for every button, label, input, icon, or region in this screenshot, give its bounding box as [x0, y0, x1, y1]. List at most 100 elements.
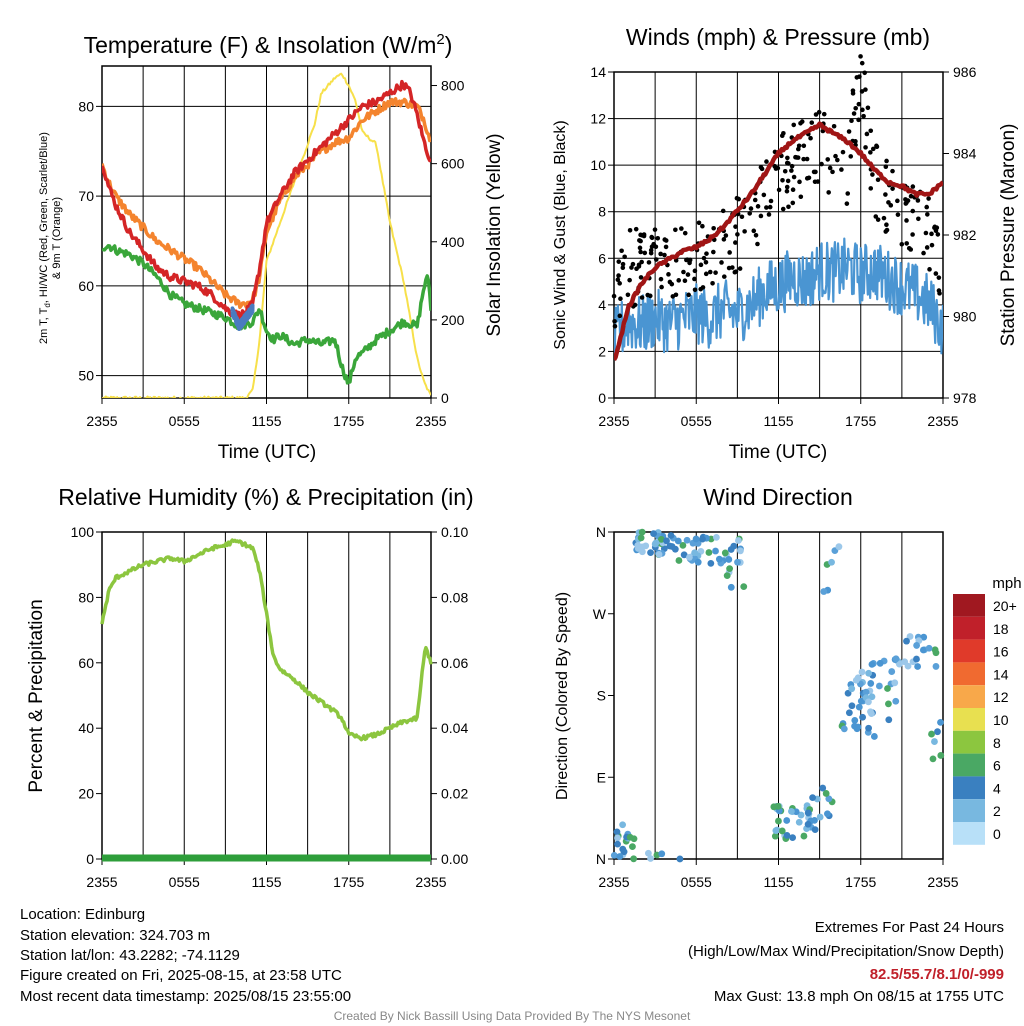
- humidity-precip-panel: Relative Humidity (%) & Precipitation (i…: [26, 484, 474, 890]
- direction-point: [634, 545, 642, 552]
- direction-point: [867, 680, 875, 687]
- direction-point: [616, 853, 624, 860]
- y2-tick-label: 984: [953, 146, 977, 162]
- direction-point: [655, 551, 663, 558]
- gust-point: [692, 276, 697, 282]
- gust-point: [759, 166, 765, 172]
- direction-point: [811, 826, 819, 834]
- direction-point: [934, 728, 941, 736]
- y2-tick-label: 0.10: [441, 524, 468, 540]
- gust-point: [667, 279, 673, 285]
- direction-point: [770, 803, 778, 811]
- direction-point: [865, 669, 873, 677]
- x-tick-label: 1755: [333, 413, 364, 429]
- gust-point: [785, 155, 790, 161]
- y2-tick-label: 982: [953, 227, 977, 243]
- gust-point: [848, 154, 854, 159]
- gust-point: [752, 197, 758, 203]
- winds-pressure-panel: Winds (mph) & Pressure (mb) Sonic Wind &…: [552, 24, 1019, 463]
- direction-point: [892, 655, 900, 663]
- gust-point: [883, 192, 888, 197]
- y-tick-label: 10: [590, 157, 606, 173]
- gust-point: [890, 168, 895, 174]
- gust-point: [821, 111, 827, 117]
- y-tick-label: 100: [71, 524, 95, 540]
- temperature-right-axis-label: Solar Insolation (Yellow): [484, 133, 505, 336]
- direction-point: [727, 583, 735, 591]
- legend-swatch: [953, 753, 985, 777]
- direction-point: [657, 535, 665, 543]
- gust-point: [719, 260, 724, 265]
- gust-point: [632, 302, 638, 308]
- direction-point: [740, 583, 748, 590]
- extremes-values: 82.5/55.7/8.1/0/-999: [869, 966, 1004, 983]
- y-tick-label: 60: [78, 655, 94, 671]
- winds-panel-title: Winds (mph) & Pressure (mb): [626, 24, 930, 50]
- direction-point: [848, 702, 856, 710]
- gust-point: [721, 237, 727, 242]
- direction-point: [804, 820, 812, 828]
- gust-point: [797, 179, 802, 185]
- direction-point: [844, 689, 852, 697]
- direction-point: [712, 547, 719, 555]
- direction-point: [630, 855, 638, 863]
- gust-point: [868, 186, 874, 191]
- gust-point: [710, 280, 715, 286]
- direction-point: [783, 832, 791, 839]
- direction-point: [629, 843, 636, 851]
- gust-point: [733, 240, 738, 245]
- legend-label: 10: [993, 712, 1009, 728]
- y-tick-label: 70: [78, 188, 94, 204]
- direction-point: [707, 560, 715, 567]
- direction-point: [932, 649, 940, 657]
- direction-point: [809, 794, 816, 802]
- gust-point: [795, 155, 801, 160]
- direction-point: [903, 637, 910, 645]
- direction-point: [804, 809, 812, 817]
- direction-point: [824, 810, 831, 818]
- direction-point: [614, 834, 621, 842]
- direction-point: [925, 644, 933, 652]
- direction-point: [875, 682, 883, 690]
- direction-point: [840, 725, 848, 733]
- direction-point: [613, 828, 621, 836]
- gust-point: [711, 225, 716, 231]
- gust-point: [732, 269, 738, 275]
- direction-point: [867, 708, 874, 716]
- gust-point: [789, 163, 795, 169]
- gust-point: [910, 232, 915, 237]
- extremes-gust: Max Gust: 13.8 mph On 08/15 at 1755 UTC: [713, 988, 1004, 1005]
- svg-text:& 9m T (Orange): & 9m T (Orange): [51, 197, 63, 279]
- direction-point: [835, 543, 843, 551]
- gust-point: [790, 187, 796, 193]
- gust-point: [844, 201, 850, 206]
- gust-point: [692, 268, 698, 274]
- direction-point: [928, 730, 935, 738]
- gust-point: [863, 145, 868, 150]
- gust-point: [804, 156, 810, 162]
- gust-point: [895, 212, 901, 217]
- gust-point: [616, 259, 622, 264]
- y-tick-label: 4: [598, 297, 606, 313]
- gust-point: [630, 261, 636, 267]
- gust-point: [884, 158, 889, 164]
- temperature-left-axis-label: 2m T, Td, HI/WC (Red, Green, Scarlet/Blu…: [38, 132, 63, 344]
- y-tick-label: N: [596, 524, 606, 540]
- gust-point: [617, 281, 622, 286]
- direction-point: [825, 795, 833, 803]
- gust-point: [858, 54, 863, 59]
- legend-label: 2: [993, 803, 1001, 819]
- y2-tick-label: 800: [441, 78, 465, 94]
- y-tick-label: 80: [78, 589, 94, 605]
- gust-point: [801, 143, 807, 149]
- heat_index-line: [230, 303, 255, 332]
- direction-point: [795, 818, 803, 826]
- gust-point: [796, 146, 801, 152]
- gust-point: [615, 277, 621, 283]
- gust-point: [809, 120, 815, 125]
- gust-point: [703, 259, 709, 265]
- legend-swatch: [953, 799, 985, 822]
- y-tick-label: S: [597, 688, 606, 704]
- direction-point: [931, 738, 938, 745]
